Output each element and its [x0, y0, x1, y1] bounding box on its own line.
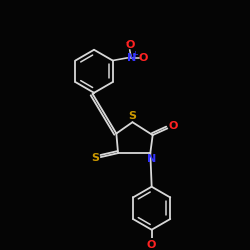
Text: S: S	[128, 111, 136, 121]
Text: -: -	[125, 37, 129, 47]
Text: O: O	[139, 53, 148, 63]
Text: +: +	[131, 50, 138, 59]
Text: N: N	[147, 154, 156, 164]
Text: O: O	[125, 40, 134, 50]
Text: N: N	[127, 53, 136, 63]
Text: S: S	[91, 153, 99, 163]
Text: O: O	[147, 240, 156, 250]
Text: O: O	[168, 122, 177, 132]
